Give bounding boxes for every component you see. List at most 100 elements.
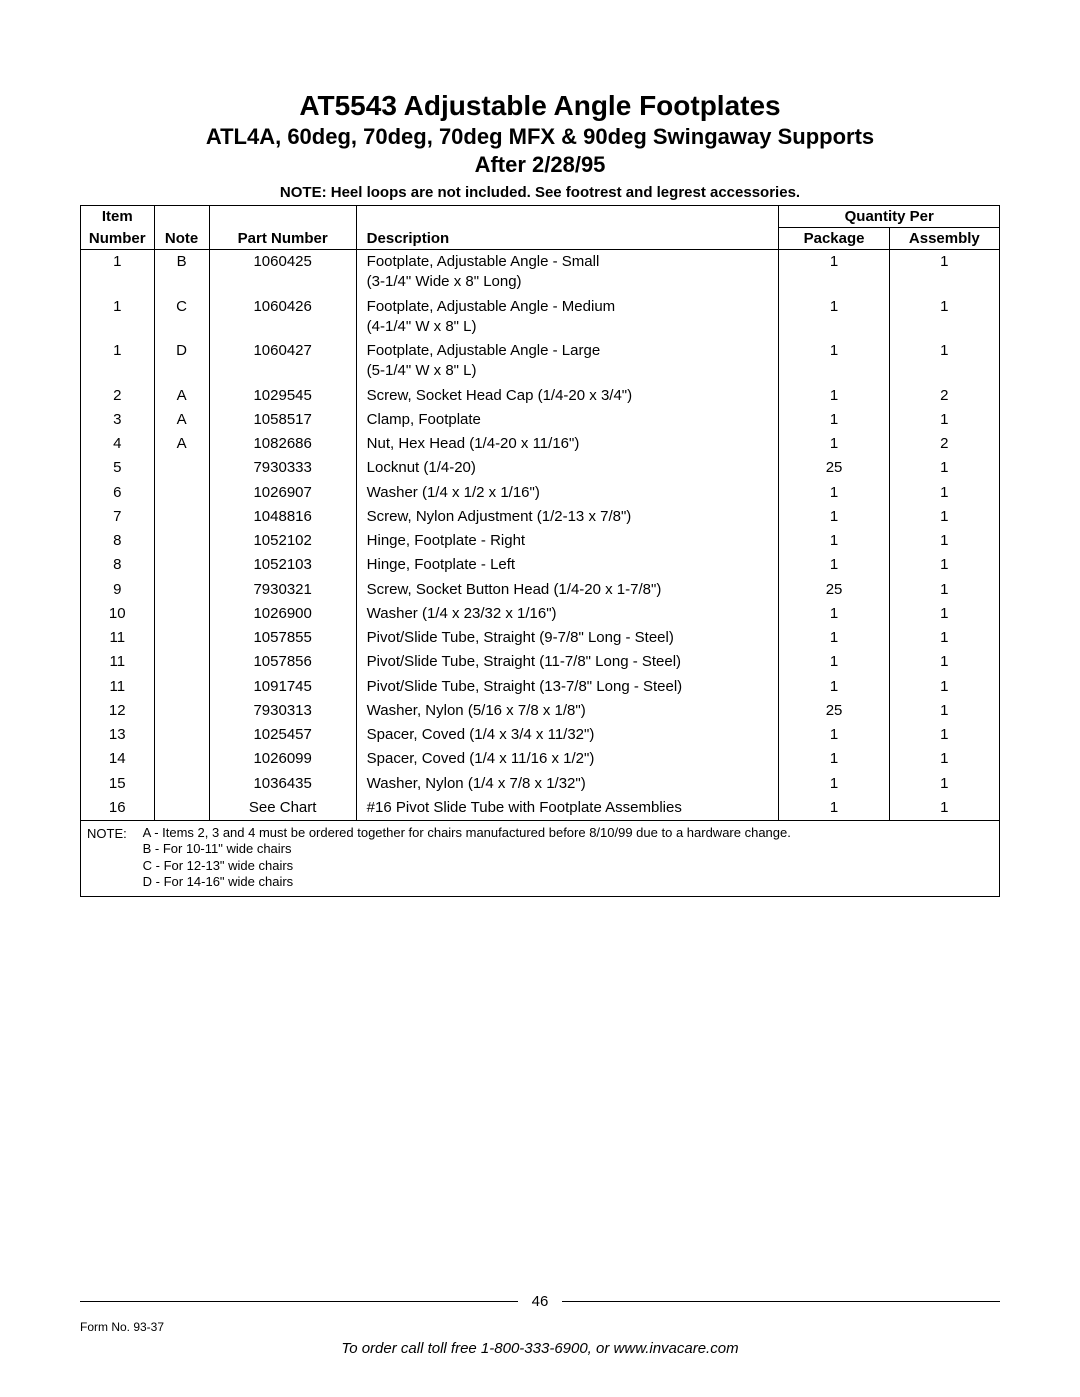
cell-desc: Clamp, Footplate — [356, 408, 779, 432]
table-row: 81052103Hinge, Footplate - Left11 — [81, 553, 1000, 577]
cell-asm: 1 — [889, 456, 999, 480]
parts-table: Item Quantity Per Number Note Part Numbe… — [80, 205, 1000, 897]
cell-item: 13 — [81, 723, 155, 747]
table-notes-row: NOTE: A - Items 2, 3 and 4 must be order… — [81, 821, 1000, 897]
cell-note — [154, 456, 209, 480]
footer-rule: 46 — [80, 1293, 1000, 1310]
cell-pn: 1082686 — [209, 432, 356, 456]
cell-desc: Locknut (1/4-20) — [356, 456, 779, 480]
table-row: 3A1058517Clamp, Footplate11 — [81, 408, 1000, 432]
table-header: Item Quantity Per Number Note Part Numbe… — [81, 206, 1000, 250]
rule-right — [562, 1301, 1000, 1302]
table-row: 111091745Pivot/Slide Tube, Straight (13-… — [81, 675, 1000, 699]
cell-note — [154, 650, 209, 674]
cell-desc: Pivot/Slide Tube, Straight (13-7/8" Long… — [356, 675, 779, 699]
table-row: 71048816Screw, Nylon Adjustment (1/2-13 … — [81, 505, 1000, 529]
cell-asm: 1 — [889, 553, 999, 577]
col-part-number: Part Number — [209, 228, 356, 250]
cell-item: 11 — [81, 650, 155, 674]
cell-pkg: 1 — [779, 408, 889, 432]
cell-asm: 1 — [889, 675, 999, 699]
page: AT5543 Adjustable Angle Footplates ATL4A… — [0, 0, 1080, 937]
cell-desc: Washer, Nylon (5/16 x 7/8 x 1/8") — [356, 699, 779, 723]
cell-pn: 1036435 — [209, 772, 356, 796]
cell-desc: Pivot/Slide Tube, Straight (11-7/8" Long… — [356, 650, 779, 674]
cell-item: 6 — [81, 481, 155, 505]
title-block: AT5543 Adjustable Angle Footplates ATL4A… — [80, 90, 1000, 201]
cell-desc: #16 Pivot Slide Tube with Footplate Asse… — [356, 796, 779, 821]
cell-item: 1 — [81, 250, 155, 295]
cell-pkg: 1 — [779, 796, 889, 821]
cell-pn: 1057856 — [209, 650, 356, 674]
cell-asm: 1 — [889, 747, 999, 771]
table-row: 81052102Hinge, Footplate - Right11 — [81, 529, 1000, 553]
cell-asm: 1 — [889, 699, 999, 723]
notes-lines: A - Items 2, 3 and 4 must be ordered tog… — [143, 825, 791, 890]
cell-desc: Spacer, Coved (1/4 x 3/4 x 11/32") — [356, 723, 779, 747]
cell-note — [154, 723, 209, 747]
cell-item: 15 — [81, 772, 155, 796]
cell-desc: Screw, Socket Head Cap (1/4-20 x 3/4") — [356, 384, 779, 408]
cell-desc: Washer, Nylon (1/4 x 7/8 x 1/32") — [356, 772, 779, 796]
cell-pkg: 1 — [779, 529, 889, 553]
table-row: 1B1060425Footplate, Adjustable Angle - S… — [81, 250, 1000, 295]
cell-note — [154, 747, 209, 771]
cell-desc: Washer (1/4 x 23/32 x 1/16") — [356, 602, 779, 626]
cell-pn: 1025457 — [209, 723, 356, 747]
cell-pn: 1026907 — [209, 481, 356, 505]
table-row: 4A1082686Nut, Hex Head (1/4-20 x 11/16")… — [81, 432, 1000, 456]
table-row: 16See Chart#16 Pivot Slide Tube with Foo… — [81, 796, 1000, 821]
cell-pkg: 1 — [779, 505, 889, 529]
cell-pn: 1026099 — [209, 747, 356, 771]
cell-pn: 1060425 — [209, 250, 356, 295]
cell-pkg: 1 — [779, 602, 889, 626]
cell-note: A — [154, 408, 209, 432]
cell-pkg: 25 — [779, 456, 889, 480]
cell-item: 10 — [81, 602, 155, 626]
col-pn-blank — [209, 206, 356, 228]
cell-pkg: 1 — [779, 481, 889, 505]
cell-asm: 1 — [889, 250, 999, 295]
cell-item: 8 — [81, 529, 155, 553]
table-row: 141026099Spacer, Coved (1/4 x 11/16 x 1/… — [81, 747, 1000, 771]
cell-pn: 1060426 — [209, 295, 356, 340]
table-body: 1B1060425Footplate, Adjustable Angle - S… — [81, 250, 1000, 821]
cell-asm: 1 — [889, 650, 999, 674]
table-row: 2A1029545Screw, Socket Head Cap (1/4-20 … — [81, 384, 1000, 408]
title-line-1: AT5543 Adjustable Angle Footplates — [80, 90, 1000, 122]
order-line: To order call toll free 1-800-333-6900, … — [80, 1340, 1000, 1357]
cell-pkg: 1 — [779, 650, 889, 674]
col-note: Note — [154, 228, 209, 250]
cell-asm: 1 — [889, 578, 999, 602]
cell-pkg: 1 — [779, 675, 889, 699]
col-item: Number — [81, 228, 155, 250]
cell-desc: Screw, Nylon Adjustment (1/2-13 x 7/8") — [356, 505, 779, 529]
cell-note — [154, 481, 209, 505]
col-desc-blank — [356, 206, 779, 228]
cell-asm: 1 — [889, 295, 999, 340]
table-row: 57930333Locknut (1/4-20)251 — [81, 456, 1000, 480]
cell-item: 2 — [81, 384, 155, 408]
cell-pkg: 1 — [779, 723, 889, 747]
table-row: 97930321Screw, Socket Button Head (1/4-2… — [81, 578, 1000, 602]
cell-pn: 1057855 — [209, 626, 356, 650]
page-footer: 46 Form No. 93-37 To order call toll fre… — [80, 1293, 1000, 1357]
cell-note — [154, 553, 209, 577]
cell-pn: 1060427 — [209, 339, 356, 384]
col-note-blank — [154, 206, 209, 228]
cell-pn: 7930333 — [209, 456, 356, 480]
cell-desc: Screw, Socket Button Head (1/4-20 x 1-7/… — [356, 578, 779, 602]
notes-line: B - For 10-11" wide chairs — [143, 841, 791, 857]
cell-asm: 1 — [889, 723, 999, 747]
cell-note — [154, 699, 209, 723]
cell-item: 12 — [81, 699, 155, 723]
cell-note — [154, 529, 209, 553]
table-row: 15 1036435Washer, Nylon (1/4 x 7/8 x 1/32… — [81, 772, 1000, 796]
cell-pkg: 1 — [779, 432, 889, 456]
cell-desc: Footplate, Adjustable Angle - Large(5-1/… — [356, 339, 779, 384]
title-line-2: ATL4A, 60deg, 70deg, 70deg MFX & 90deg S… — [80, 124, 1000, 150]
col-item-top: Item — [81, 206, 155, 228]
table-row: 111057855Pivot/Slide Tube, Straight (9-7… — [81, 626, 1000, 650]
notes-line: A - Items 2, 3 and 4 must be ordered tog… — [143, 825, 791, 841]
cell-note: A — [154, 432, 209, 456]
